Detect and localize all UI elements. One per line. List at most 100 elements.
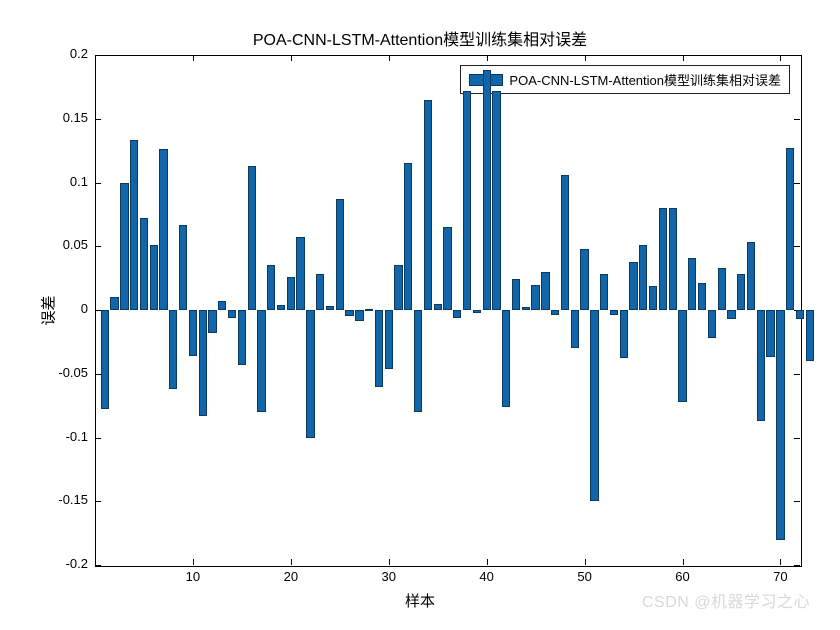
- y-tick: [95, 501, 101, 502]
- y-tick-label: -0.2: [40, 556, 88, 571]
- bar: [463, 91, 471, 310]
- bar: [483, 70, 491, 310]
- bar: [414, 310, 422, 412]
- bar: [238, 310, 246, 365]
- bar: [629, 262, 637, 310]
- x-tick-label: 60: [668, 569, 698, 584]
- bar: [404, 163, 412, 310]
- y-tick: [794, 183, 800, 184]
- bar: [747, 242, 755, 310]
- bar: [776, 310, 784, 540]
- bar: [316, 274, 324, 310]
- bar: [110, 297, 118, 310]
- y-tick: [95, 119, 101, 120]
- legend: POA-CNN-LSTM-Attention模型训练集相对误差: [460, 65, 790, 94]
- bar: [296, 237, 304, 310]
- bar: [453, 310, 461, 318]
- bar: [365, 309, 373, 311]
- bar: [571, 310, 579, 348]
- x-tick: [291, 559, 292, 565]
- y-tick-label: 0.05: [40, 237, 88, 252]
- y-tick: [794, 374, 800, 375]
- bar: [424, 100, 432, 310]
- bar: [287, 277, 295, 310]
- x-tick: [193, 55, 194, 61]
- bar: [443, 227, 451, 310]
- bar: [169, 310, 177, 389]
- y-tick-label: 0.2: [40, 46, 88, 61]
- y-tick: [794, 55, 800, 56]
- x-tick-label: 70: [765, 569, 795, 584]
- x-tick-label: 20: [276, 569, 306, 584]
- bar: [473, 310, 481, 313]
- bar: [678, 310, 686, 402]
- x-tick: [683, 559, 684, 565]
- bar: [306, 310, 314, 438]
- bar: [757, 310, 765, 421]
- bar: [277, 305, 285, 310]
- bar: [718, 268, 726, 310]
- bar: [502, 310, 510, 407]
- y-tick: [95, 55, 101, 56]
- bar: [561, 175, 569, 310]
- bar: [639, 245, 647, 310]
- bar: [257, 310, 265, 412]
- legend-label: POA-CNN-LSTM-Attention模型训练集相对误差: [509, 70, 781, 89]
- bar: [208, 310, 216, 333]
- bar: [649, 286, 657, 310]
- bar: [727, 310, 735, 319]
- y-tick: [794, 119, 800, 120]
- bar: [336, 199, 344, 310]
- bar: [140, 218, 148, 310]
- bar: [385, 310, 393, 369]
- y-tick-label: 0: [40, 301, 88, 316]
- bar: [218, 301, 226, 310]
- y-tick: [794, 246, 800, 247]
- bar: [806, 310, 814, 361]
- bar: [669, 208, 677, 310]
- bar: [267, 265, 275, 310]
- x-tick: [683, 55, 684, 61]
- bar: [541, 272, 549, 310]
- y-tick: [95, 565, 101, 566]
- bar: [786, 148, 794, 310]
- bar: [130, 140, 138, 310]
- x-tick: [585, 55, 586, 61]
- x-tick: [585, 559, 586, 565]
- bar: [199, 310, 207, 416]
- chart-container: POA-CNN-LSTM-Attention模型训练集相对误差 误差 样本 PO…: [0, 0, 840, 630]
- x-tick-label: 10: [178, 569, 208, 584]
- bar: [580, 249, 588, 310]
- x-tick-label: 50: [570, 569, 600, 584]
- x-tick: [487, 55, 488, 61]
- bar: [610, 310, 618, 315]
- y-tick: [794, 438, 800, 439]
- bar: [375, 310, 383, 387]
- x-tick: [291, 55, 292, 61]
- x-tick: [487, 559, 488, 565]
- bar: [531, 285, 539, 311]
- bar: [688, 258, 696, 310]
- bar: [708, 310, 716, 338]
- bar: [120, 183, 128, 311]
- bar: [600, 274, 608, 310]
- bar: [101, 310, 109, 409]
- bar: [394, 265, 402, 310]
- bar: [522, 307, 530, 310]
- bar: [228, 310, 236, 318]
- bar: [737, 274, 745, 310]
- bar: [248, 166, 256, 310]
- bar: [551, 310, 559, 315]
- x-tick: [780, 559, 781, 565]
- bar: [150, 245, 158, 310]
- y-tick-label: -0.1: [40, 429, 88, 444]
- y-tick: [95, 438, 101, 439]
- watermark: CSDN @机器学习之心: [642, 588, 810, 612]
- bar: [345, 310, 353, 316]
- bar: [189, 310, 197, 356]
- x-tick: [193, 559, 194, 565]
- y-tick-label: 0.15: [40, 110, 88, 125]
- x-tick-label: 30: [374, 569, 404, 584]
- bar: [512, 279, 520, 310]
- chart-title: POA-CNN-LSTM-Attention模型训练集相对误差: [0, 26, 840, 50]
